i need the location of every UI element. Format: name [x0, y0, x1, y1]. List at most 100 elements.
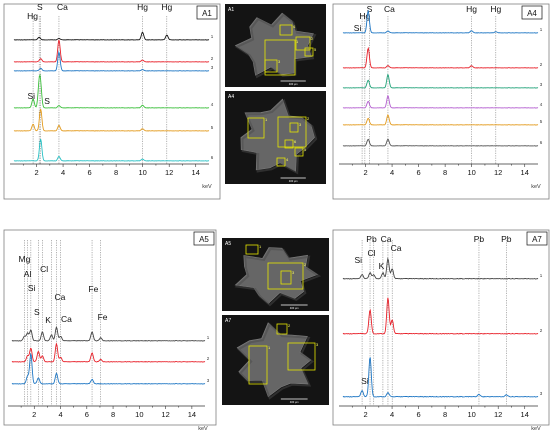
spectrum-1: [342, 256, 539, 280]
element-label-s: S: [34, 307, 40, 317]
element-label-ca: Ca: [391, 243, 402, 253]
spectrum-id-1: 1: [207, 335, 210, 340]
spectrum-id-5: 5: [211, 125, 214, 130]
roi-number: 2: [311, 36, 314, 41]
roi-box: [304, 47, 314, 57]
roi-number: 3: [292, 270, 295, 275]
element-label-si: Si: [28, 283, 36, 293]
spectrum-2: [342, 297, 539, 335]
x-tick-label: 2: [32, 410, 36, 419]
roi-box: [245, 244, 259, 255]
roi-number: 6: [294, 139, 297, 144]
roi-box: [264, 59, 278, 73]
sem-image-a1: A1 1 2 3 4 5 400 µm: [225, 4, 326, 87]
roi-number: 1: [265, 117, 268, 122]
panel-frame: [332, 229, 550, 426]
roi-number: 3: [316, 342, 319, 347]
spectrum-id-2: 2: [540, 328, 543, 333]
roi-number: 1: [268, 345, 271, 350]
roi-number: 4: [293, 24, 296, 29]
spectrum-id-4: 4: [540, 102, 543, 107]
spectrum-2: [342, 46, 539, 69]
element-label-s: S: [44, 96, 50, 106]
spectrum-2: [11, 342, 206, 363]
x-tick-label: 6: [85, 410, 89, 419]
roi-box: [280, 270, 292, 285]
element-label-ca: Ca: [54, 292, 65, 302]
spectrum-4: [342, 94, 539, 109]
spectrum-1: [13, 31, 210, 41]
panel-frame: [332, 3, 550, 200]
particle-texture: [237, 322, 315, 400]
spectrum-3: [13, 50, 210, 72]
roi-box: [267, 262, 304, 290]
roi-box: [277, 116, 307, 148]
element-label-si: Si: [354, 23, 362, 33]
element-label-pb: Pb: [366, 234, 377, 244]
spectrum-id-4: 4: [211, 102, 214, 107]
x-axis-label: keV: [531, 426, 541, 432]
roi-box: [276, 323, 288, 335]
panel-label: A7: [532, 235, 542, 244]
element-label-ca: Ca: [384, 4, 395, 14]
spectrum-id-2: 2: [211, 56, 214, 61]
element-label-s: S: [37, 2, 43, 12]
panel-frame: [3, 229, 217, 426]
element-label-fe: Fe: [88, 284, 98, 294]
spectrum-5: [13, 108, 210, 132]
scale-label: 400 µm: [289, 179, 298, 183]
x-axis-label: keV: [531, 184, 541, 190]
x-tick-label: 8: [443, 168, 447, 177]
element-label-k: K: [379, 261, 385, 271]
x-tick-label: 2: [363, 168, 367, 177]
element-label-pb: Pb: [474, 234, 485, 244]
spectrum-2: [13, 39, 210, 63]
element-label-hg: Hg: [137, 2, 148, 12]
scale-label: 400 µm: [290, 400, 299, 404]
panel-label-box: [521, 5, 543, 20]
element-label-cl: Cl: [40, 264, 48, 274]
spectrum-1: [342, 9, 539, 34]
x-tick-label: 8: [443, 410, 447, 419]
element-label-pb: Pb: [501, 234, 512, 244]
element-label-si: Si: [27, 91, 35, 101]
x-tick-label: 10: [138, 168, 146, 177]
roi-number: 3: [299, 122, 302, 127]
spectrum-id-3: 3: [211, 65, 214, 70]
spectrum-4: [13, 73, 210, 109]
element-label-hg: Hg: [359, 11, 370, 21]
x-tick-label: 4: [390, 410, 394, 419]
x-tick-label: 4: [58, 410, 62, 419]
roi-box: [276, 157, 286, 167]
sem-image-a5: A5 1 2 3 400 µm: [222, 238, 329, 311]
roi-box: [264, 39, 296, 76]
x-tick-label: 10: [135, 410, 143, 419]
roi-number: 5: [304, 147, 307, 152]
panel-label-box: [526, 231, 548, 246]
element-label-fe: Fe: [98, 312, 108, 322]
x-tick-label: 14: [192, 168, 200, 177]
roi-number: 2: [288, 323, 291, 328]
element-label-hg: Hg: [466, 4, 477, 14]
x-tick-label: 14: [188, 410, 196, 419]
sem-label: A7: [225, 318, 231, 324]
element-label-cl: Cl: [367, 248, 375, 258]
x-tick-label: 14: [521, 410, 529, 419]
x-tick-label: 12: [161, 410, 169, 419]
sem-label: A1: [228, 7, 234, 13]
roi-box: [294, 147, 304, 157]
spectrum-id-1: 1: [540, 273, 543, 278]
element-label-s: S: [367, 4, 373, 14]
element-label-hg: Hg: [161, 2, 172, 12]
x-tick-label: 6: [417, 410, 421, 419]
scale-label: 400 µm: [289, 82, 298, 86]
particle-texture: [234, 247, 322, 307]
x-tick-label: 2: [363, 410, 367, 419]
x-tick-label: 2: [34, 168, 38, 177]
roi-box: [247, 117, 265, 139]
x-axis-label: keV: [198, 426, 208, 432]
panel-label-box: [196, 5, 218, 20]
